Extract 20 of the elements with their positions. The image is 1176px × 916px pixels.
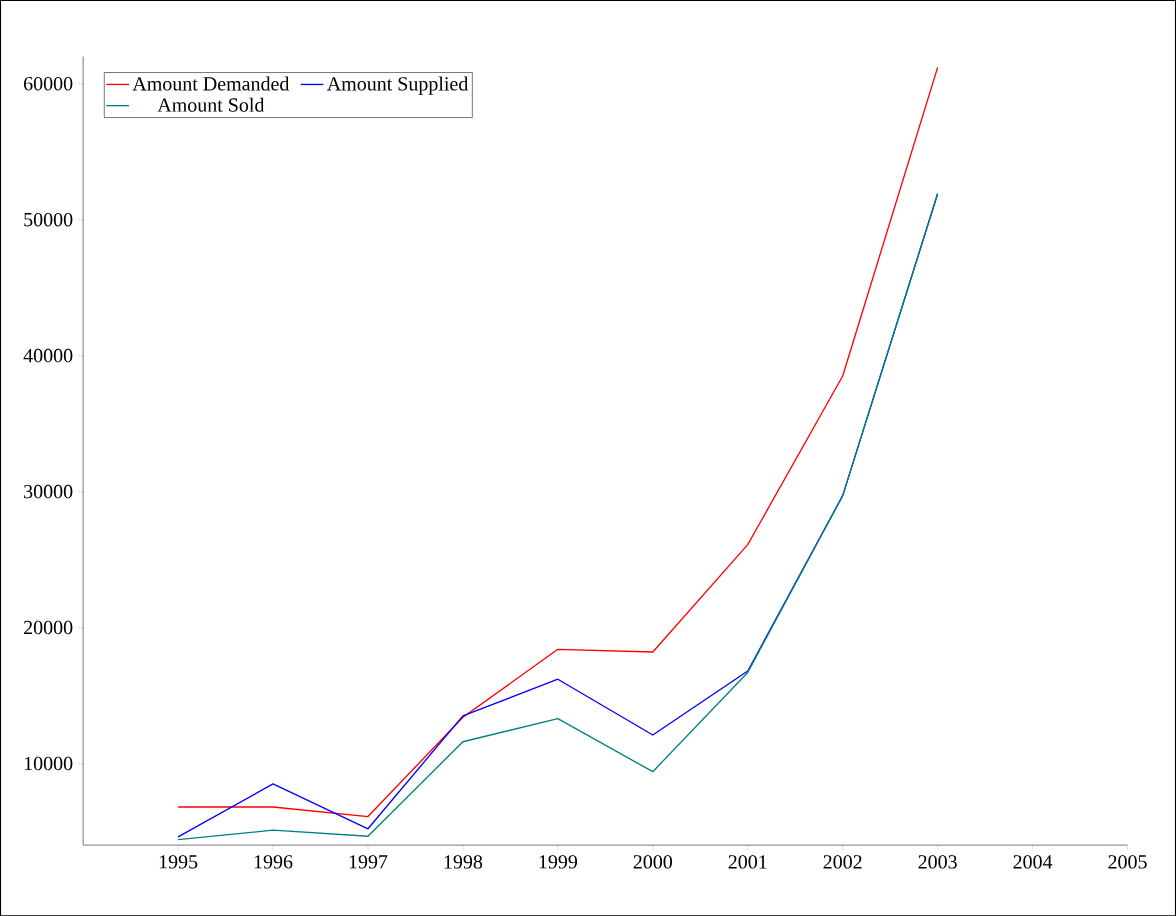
x-tick-label: 1997 bbox=[349, 855, 388, 869]
legend-label: Amount Supplied bbox=[326, 76, 469, 95]
y-tick-label: 20000 bbox=[24, 620, 73, 635]
x-tick-label: 1996 bbox=[254, 855, 293, 869]
y-tick-label: 60000 bbox=[24, 76, 73, 91]
legend-label: Amount Sold bbox=[157, 97, 265, 112]
x-tick-label: 2002 bbox=[823, 855, 862, 869]
x-tick-label: 1998 bbox=[444, 855, 483, 869]
legend-label: Amount Demanded bbox=[132, 76, 290, 91]
x-tick-label: 2001 bbox=[728, 855, 767, 869]
y-tick-label: 40000 bbox=[23, 348, 73, 363]
x-tick-label: 2004 bbox=[1013, 855, 1053, 869]
y-tick-label: 50000 bbox=[24, 212, 73, 227]
y-tick-label: 30000 bbox=[24, 484, 73, 499]
x-tick-label: 1995 bbox=[159, 855, 198, 869]
y-tick-label: 10000 bbox=[24, 756, 73, 771]
x-tick-label: 1999 bbox=[539, 855, 578, 869]
x-tick-label: 2003 bbox=[918, 855, 957, 869]
x-tick-label: 2005 bbox=[1108, 855, 1147, 869]
x-tick-label: 2000 bbox=[633, 855, 673, 869]
